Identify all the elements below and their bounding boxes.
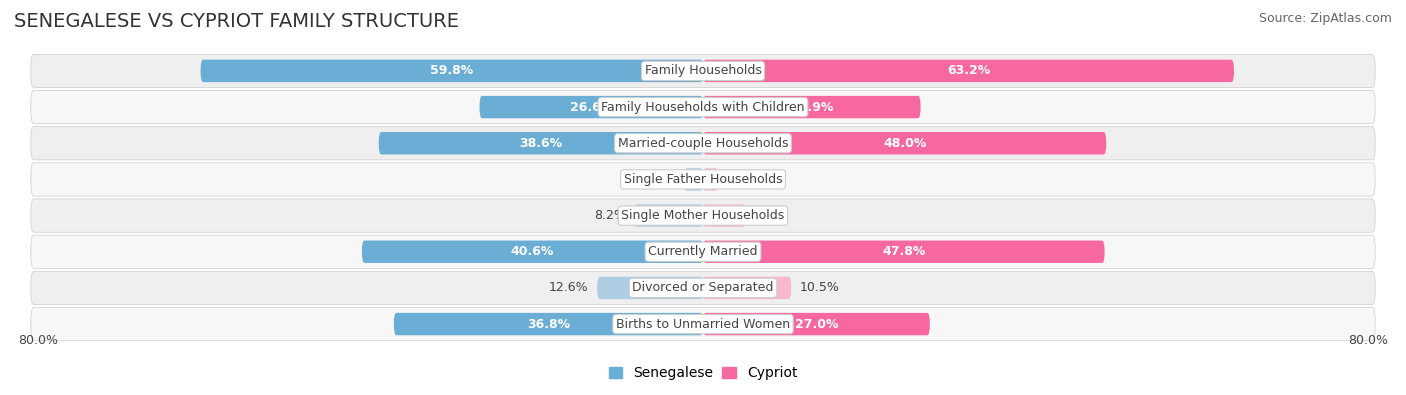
FancyBboxPatch shape [634,204,703,227]
FancyBboxPatch shape [31,235,1375,268]
Text: 48.0%: 48.0% [883,137,927,150]
Text: 63.2%: 63.2% [946,64,990,77]
Text: Single Mother Households: Single Mother Households [621,209,785,222]
FancyBboxPatch shape [703,132,1107,154]
FancyBboxPatch shape [31,127,1375,160]
FancyBboxPatch shape [703,313,929,335]
Text: 80.0%: 80.0% [18,333,58,346]
FancyBboxPatch shape [479,96,703,118]
Text: 25.9%: 25.9% [790,101,834,114]
FancyBboxPatch shape [598,277,703,299]
FancyBboxPatch shape [703,277,792,299]
Legend: Senegalese, Cypriot: Senegalese, Cypriot [603,361,803,386]
FancyBboxPatch shape [703,168,718,191]
Text: Family Households: Family Households [644,64,762,77]
Text: Currently Married: Currently Married [648,245,758,258]
Text: 10.5%: 10.5% [800,281,839,294]
FancyBboxPatch shape [361,241,703,263]
Text: Births to Unmarried Women: Births to Unmarried Women [616,318,790,331]
Text: Divorced or Separated: Divorced or Separated [633,281,773,294]
Text: 80.0%: 80.0% [1348,333,1388,346]
Text: 8.2%: 8.2% [593,209,626,222]
FancyBboxPatch shape [394,313,703,335]
Text: 40.6%: 40.6% [510,245,554,258]
FancyBboxPatch shape [31,307,1375,341]
Text: Married-couple Households: Married-couple Households [617,137,789,150]
FancyBboxPatch shape [31,271,1375,305]
Text: 1.8%: 1.8% [727,173,758,186]
FancyBboxPatch shape [201,60,703,82]
Text: Single Father Households: Single Father Households [624,173,782,186]
Text: SENEGALESE VS CYPRIOT FAMILY STRUCTURE: SENEGALESE VS CYPRIOT FAMILY STRUCTURE [14,12,460,31]
Text: 26.6%: 26.6% [569,101,613,114]
FancyBboxPatch shape [703,241,1105,263]
Text: 27.0%: 27.0% [794,318,838,331]
Text: 47.8%: 47.8% [882,245,925,258]
FancyBboxPatch shape [31,90,1375,124]
FancyBboxPatch shape [31,199,1375,232]
FancyBboxPatch shape [703,204,745,227]
Text: 59.8%: 59.8% [430,64,474,77]
FancyBboxPatch shape [703,60,1234,82]
Text: Source: ZipAtlas.com: Source: ZipAtlas.com [1258,12,1392,25]
FancyBboxPatch shape [703,96,921,118]
Text: 38.6%: 38.6% [519,137,562,150]
Text: 5.1%: 5.1% [754,209,786,222]
FancyBboxPatch shape [31,163,1375,196]
FancyBboxPatch shape [683,168,703,191]
Text: Family Households with Children: Family Households with Children [602,101,804,114]
Text: 12.6%: 12.6% [550,281,589,294]
FancyBboxPatch shape [31,54,1375,88]
FancyBboxPatch shape [378,132,703,154]
Text: 36.8%: 36.8% [527,318,569,331]
Text: 2.3%: 2.3% [644,173,675,186]
